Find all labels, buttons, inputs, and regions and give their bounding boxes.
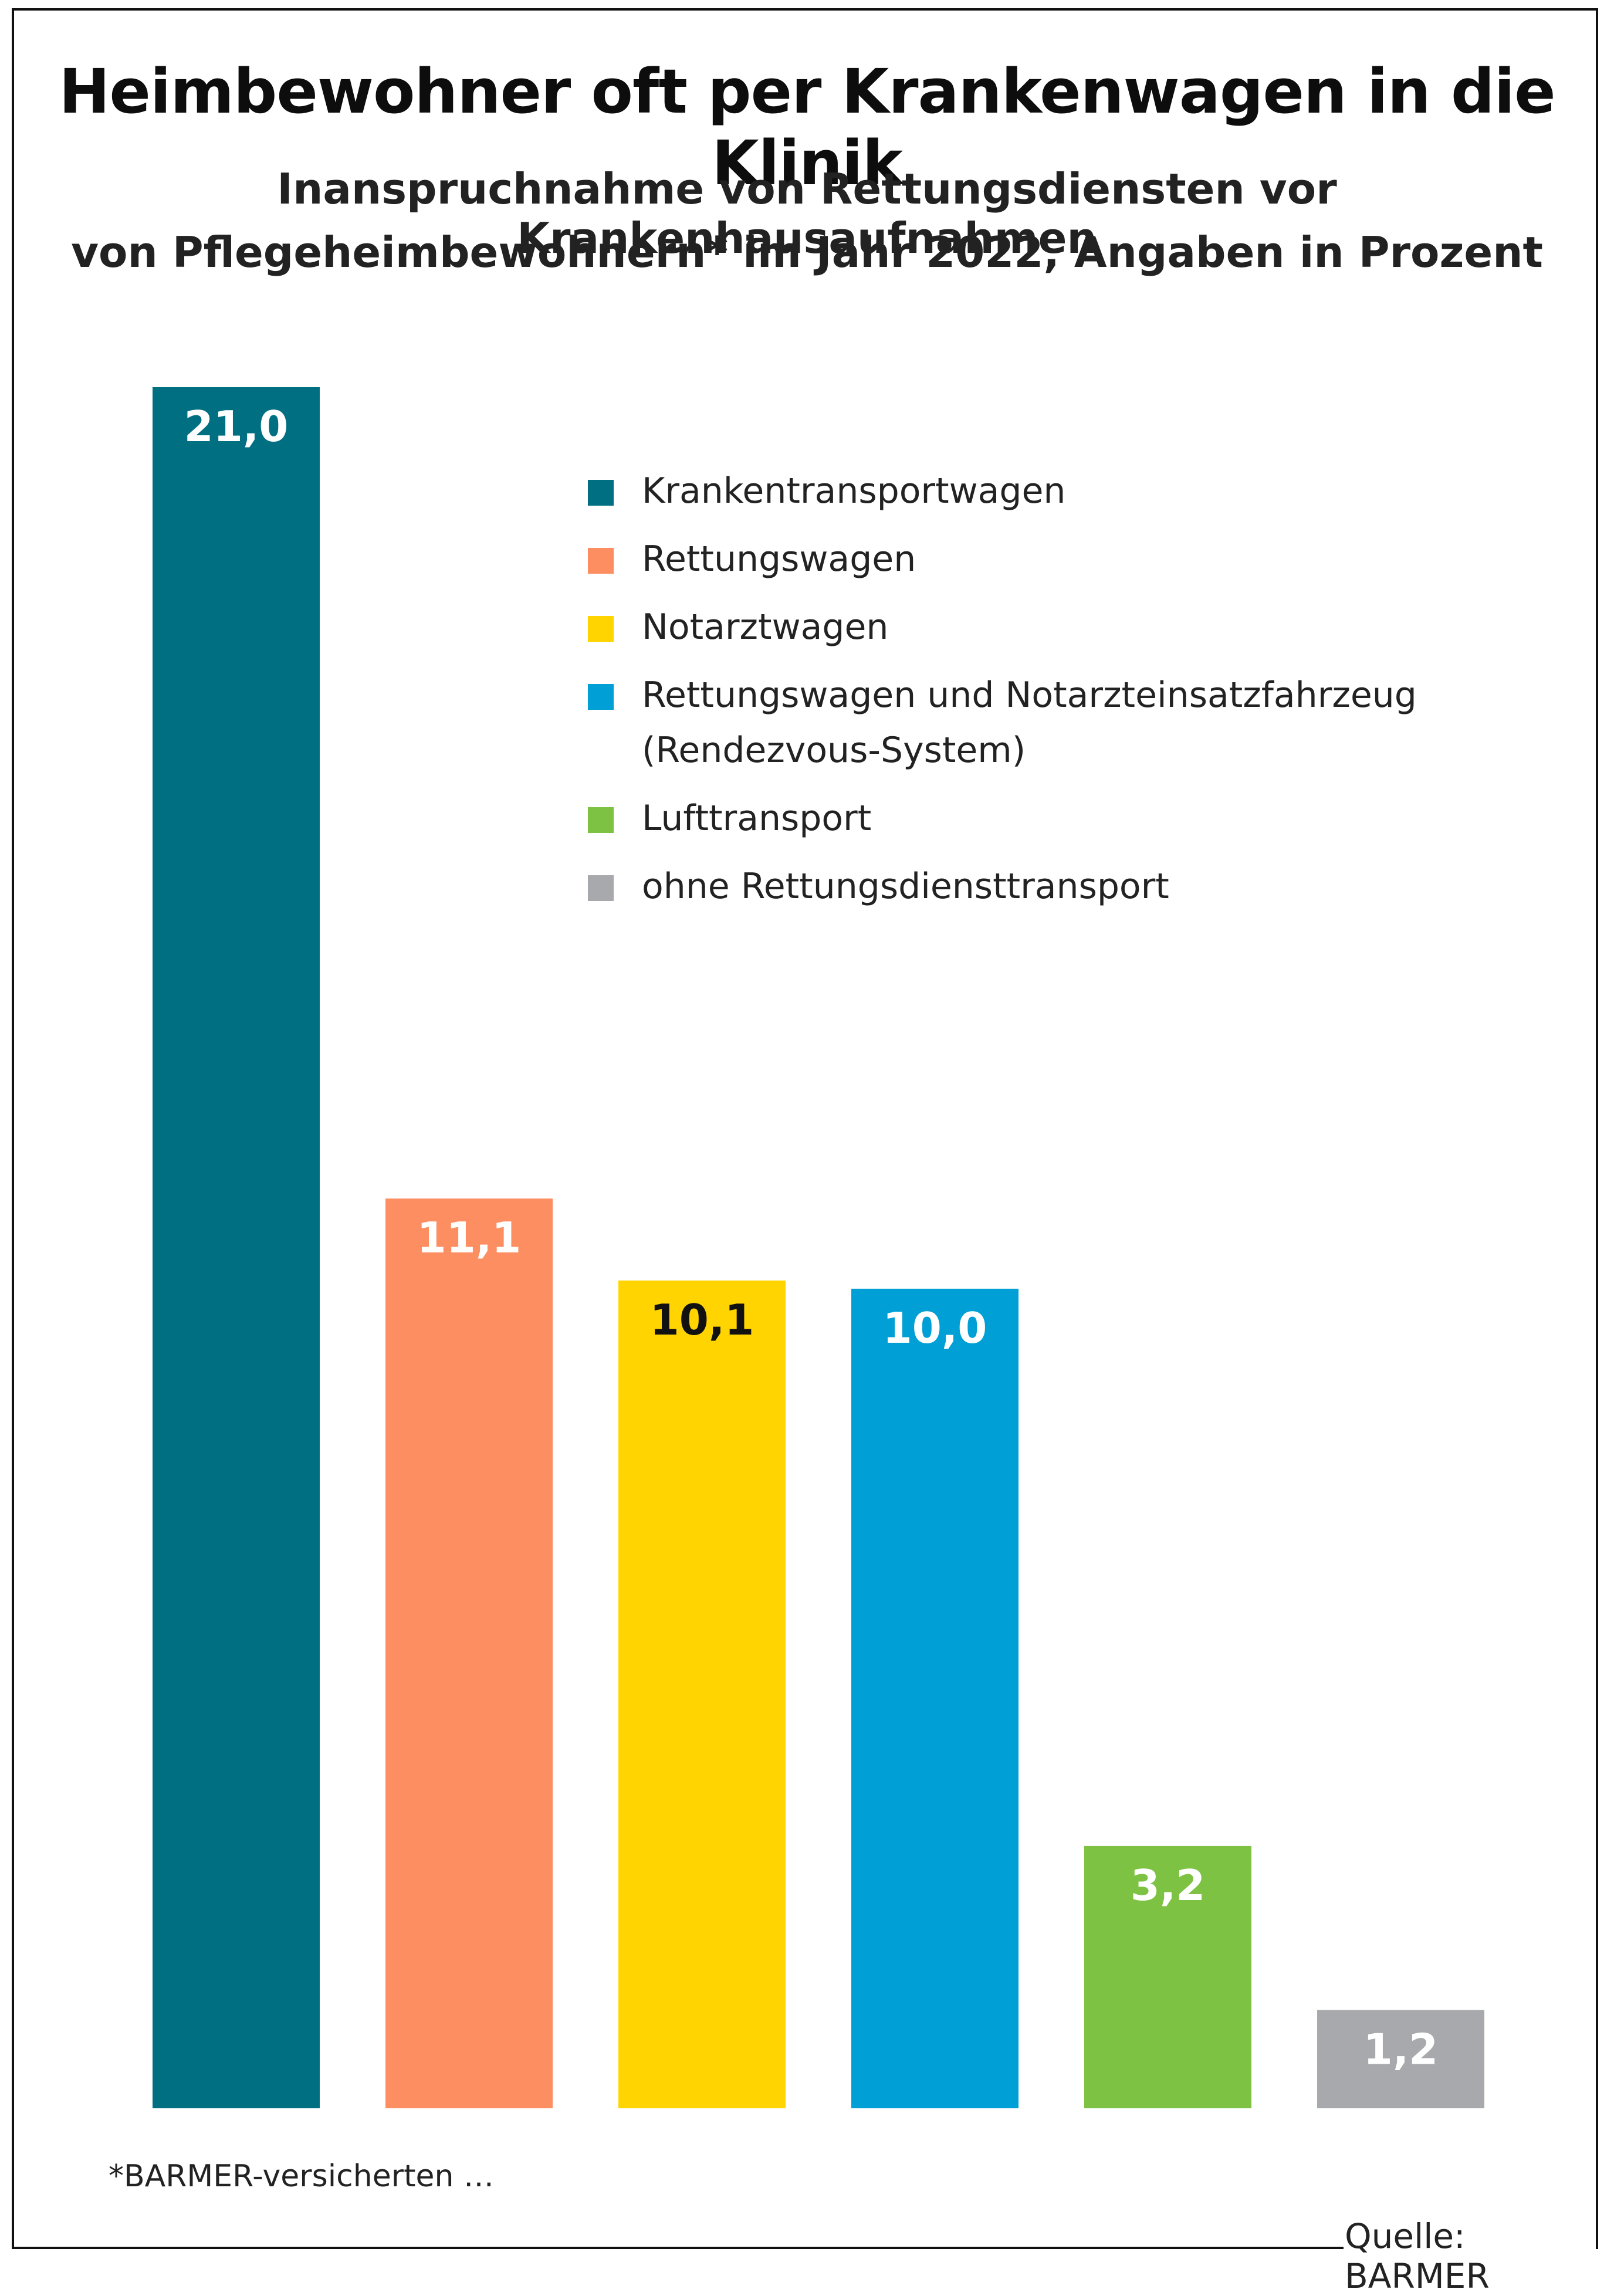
legend-swatch [588, 480, 614, 506]
legend-label: Lufttransport [642, 798, 872, 839]
legend-item-6: ohne Rettungsdiensttransport [588, 859, 1468, 914]
bar-value-label-1: 21,0 [184, 402, 289, 451]
bar-1 [153, 387, 320, 2108]
footnote: *BARMER-versicherten … [109, 2159, 494, 2194]
frame-bottom-line [12, 2247, 1344, 2249]
chart-title: Heimbewohner oft per Krankenwagen in die… [59, 56, 1555, 199]
bar-4 [851, 1288, 1019, 2108]
legend-label: ohne Rettungsdiensttransport [642, 866, 1169, 907]
bar-value-label-2: 11,1 [417, 1213, 522, 1262]
legend: Krankentransportwagen Rettungswagen Notarz… [588, 463, 1468, 927]
chart-subtitle-line-1: Inanspruchnahme von Rettungsdiensten vor… [277, 164, 1337, 263]
legend-swatch [588, 807, 614, 833]
legend-swatch [588, 875, 614, 901]
chart-subtitle-line-2: von Pflegeheimbewohnern* im Jahr 2022, A… [71, 228, 1543, 277]
legend-swatch [588, 548, 614, 574]
legend-item-4: Rettungswagen und Notarzteinsatzfahrzeug… [588, 668, 1468, 778]
value-labels-group: 21,0 11,1 10,1 10,0 3,2 1,2 [184, 402, 1439, 2074]
source-note: Quelle: BARMER [1345, 2216, 1490, 2296]
bars-group [153, 387, 1484, 2108]
legend-label: Notarztwagen [642, 607, 889, 648]
legend-item-3: Notarztwagen [588, 600, 1468, 655]
chart-frame [12, 8, 1598, 2249]
bar-value-label-3: 10,1 [650, 1295, 754, 1345]
legend-swatch [588, 616, 614, 642]
bar-value-label-4: 10,0 [883, 1303, 987, 1353]
legend-label: Rettungswagen und Notarzteinsatzfahrzeug… [642, 675, 1417, 771]
bar-value-label-6: 1,2 [1363, 2024, 1439, 2074]
legend-swatch [588, 684, 614, 710]
bar-6 [1317, 2010, 1484, 2108]
legend-item-5: Lufttransport [588, 791, 1468, 846]
bar-3 [618, 1280, 786, 2108]
legend-label: Rettungswagen [642, 539, 916, 580]
legend-item-2: Rettungswagen [588, 531, 1468, 587]
bar-2 [385, 1198, 553, 2108]
legend-label: Krankentransportwagen [642, 470, 1066, 512]
bar-value-label-5: 3,2 [1131, 1861, 1206, 1910]
bar-5 [1084, 1845, 1251, 2108]
legend-item-1: Krankentransportwagen [588, 463, 1468, 519]
